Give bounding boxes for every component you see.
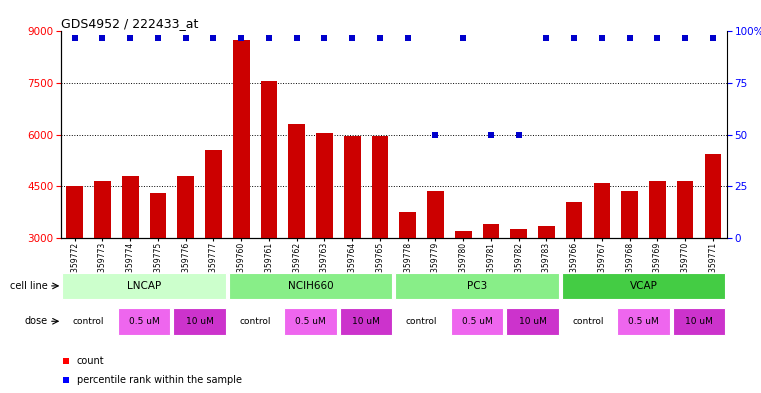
Point xyxy=(333,109,345,115)
Bar xyxy=(594,183,610,238)
Text: 10 uM: 10 uM xyxy=(186,317,214,326)
Point xyxy=(651,35,664,41)
Point xyxy=(97,35,109,41)
Text: 10 uM: 10 uM xyxy=(685,317,713,326)
Bar xyxy=(400,212,416,238)
Text: count: count xyxy=(77,356,104,366)
Text: control: control xyxy=(572,317,603,326)
Text: control: control xyxy=(73,317,104,326)
Bar xyxy=(94,181,111,238)
Bar xyxy=(177,176,194,238)
Point xyxy=(679,35,691,41)
Bar xyxy=(62,308,115,334)
Bar xyxy=(482,224,499,238)
Point xyxy=(333,288,345,294)
Text: dose: dose xyxy=(24,316,47,326)
Bar xyxy=(118,308,170,334)
Point xyxy=(180,35,192,41)
Point xyxy=(124,35,136,41)
Point xyxy=(318,35,330,41)
Bar xyxy=(344,136,361,238)
Point xyxy=(540,35,552,41)
Point xyxy=(596,35,608,41)
Bar xyxy=(506,308,559,334)
Bar xyxy=(455,231,472,238)
Bar xyxy=(427,191,444,238)
Bar xyxy=(451,308,504,334)
Bar xyxy=(233,40,250,238)
Bar xyxy=(538,226,555,238)
Text: 0.5 uM: 0.5 uM xyxy=(462,317,492,326)
Text: 10 uM: 10 uM xyxy=(352,317,380,326)
Bar xyxy=(284,308,337,334)
Bar xyxy=(260,81,277,238)
Point xyxy=(68,35,81,41)
Bar xyxy=(62,273,226,299)
Text: 0.5 uM: 0.5 uM xyxy=(628,317,659,326)
Point xyxy=(513,131,525,138)
Point xyxy=(429,131,441,138)
Point xyxy=(707,35,719,41)
Point xyxy=(457,35,470,41)
Bar xyxy=(649,181,666,238)
Bar xyxy=(66,186,83,238)
Bar xyxy=(562,273,725,299)
Bar xyxy=(617,308,670,334)
Text: 0.5 uM: 0.5 uM xyxy=(129,317,160,326)
Point xyxy=(623,35,635,41)
Text: VCAP: VCAP xyxy=(629,281,658,291)
Text: control: control xyxy=(406,317,438,326)
Bar xyxy=(288,124,305,238)
Point xyxy=(152,35,164,41)
Bar xyxy=(174,308,226,334)
Bar xyxy=(316,133,333,238)
Bar xyxy=(395,273,559,299)
Point xyxy=(263,35,275,41)
Bar xyxy=(562,308,614,334)
Point xyxy=(374,35,386,41)
Point xyxy=(235,35,247,41)
Bar xyxy=(150,193,167,238)
Text: LNCAP: LNCAP xyxy=(127,281,161,291)
Text: 0.5 uM: 0.5 uM xyxy=(295,317,326,326)
Bar xyxy=(673,308,725,334)
Text: cell line: cell line xyxy=(10,281,47,291)
Point xyxy=(208,35,220,41)
Bar xyxy=(511,229,527,238)
Bar xyxy=(229,273,393,299)
Bar xyxy=(395,308,448,334)
Text: control: control xyxy=(240,317,271,326)
Bar xyxy=(371,136,388,238)
Text: NCIH660: NCIH660 xyxy=(288,281,333,291)
Bar xyxy=(339,308,393,334)
Point xyxy=(485,131,497,138)
Point xyxy=(291,35,303,41)
Text: GDS4952 / 222433_at: GDS4952 / 222433_at xyxy=(61,17,199,30)
Point xyxy=(568,35,580,41)
Point xyxy=(346,35,358,41)
Bar xyxy=(229,308,282,334)
Bar xyxy=(122,176,139,238)
Bar xyxy=(677,181,693,238)
Text: 10 uM: 10 uM xyxy=(518,317,546,326)
Bar xyxy=(566,202,582,238)
Bar xyxy=(621,191,638,238)
Bar xyxy=(205,150,221,238)
Bar xyxy=(705,154,721,238)
Text: percentile rank within the sample: percentile rank within the sample xyxy=(77,375,242,386)
Point xyxy=(402,35,414,41)
Text: PC3: PC3 xyxy=(467,281,487,291)
